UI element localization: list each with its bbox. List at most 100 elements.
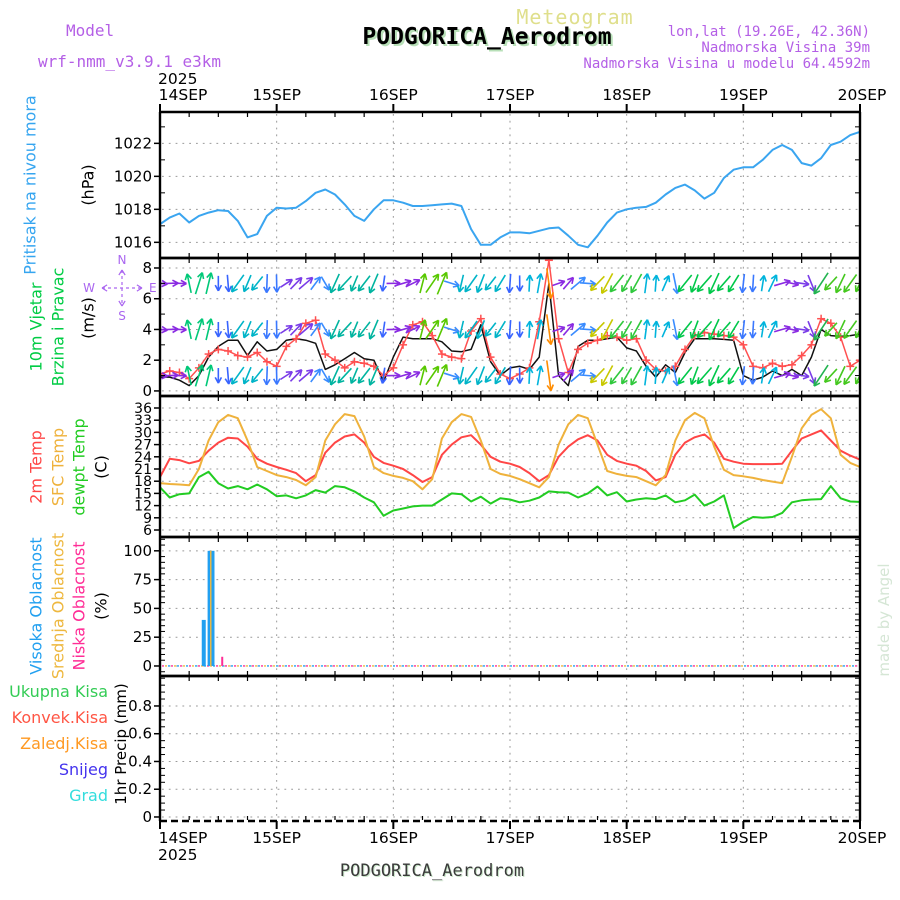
- wind-arrow-head: [763, 321, 767, 328]
- wind-arrow-head: [824, 333, 832, 337]
- wind-arrow-head: [813, 290, 821, 295]
- wind-arrow-head: [716, 330, 720, 338]
- wind-arrow-head: [379, 330, 384, 338]
- wind-arrow: [727, 320, 740, 339]
- wind-arrow-head: [792, 376, 799, 380]
- wind-arrow: [741, 366, 746, 386]
- wind-arrow: [590, 367, 605, 384]
- wind-arrow: [337, 275, 352, 292]
- wind-arrow-head: [792, 284, 799, 288]
- wind-arrow: [226, 274, 230, 292]
- model-version: wrf-nmm_v3.9.1 e3km: [38, 52, 222, 71]
- wind-arrow: [690, 366, 699, 385]
- wind-arrow: [425, 319, 440, 340]
- wind-arrow-head: [519, 377, 524, 384]
- wind-arrow-head: [630, 288, 638, 294]
- wind-arrow: [443, 326, 460, 333]
- wind-arrow: [741, 273, 746, 293]
- wind-arrow: [231, 274, 245, 293]
- wind-arrow-head: [228, 331, 233, 339]
- wind-arrow: [320, 322, 330, 337]
- wind-arrow: [785, 373, 799, 378]
- y-tick-label: 27: [134, 438, 152, 454]
- wind-arrow-head: [601, 289, 608, 295]
- wind-arrow: [813, 272, 829, 295]
- wind-arrow-head: [224, 285, 230, 293]
- y-tick-label: 0: [142, 382, 152, 400]
- wind-arrow-head: [540, 319, 544, 327]
- wind-arrow: [696, 320, 713, 339]
- cloud-bar-srednja: [210, 550, 213, 666]
- wind-arrow: [464, 320, 478, 339]
- wind-arrow: [536, 319, 542, 340]
- wind-arrow-head: [368, 286, 371, 294]
- wind-arrow-head: [295, 276, 302, 281]
- wind-arrow-head: [323, 286, 330, 291]
- wind-arrow-head: [214, 376, 220, 384]
- wind-arrow: [476, 320, 486, 339]
- wind-arrow-head: [424, 319, 428, 327]
- pressure-line-pritisak: [161, 131, 859, 249]
- wind-arrow: [528, 367, 531, 384]
- y-tick-label: 6: [143, 523, 152, 539]
- x-axis-label-bottom: 14SEP: [159, 829, 208, 847]
- wind-arrow-head: [242, 285, 245, 292]
- wind-arrow-head: [559, 280, 566, 287]
- wind-arrow-head: [250, 375, 254, 383]
- wind-arrow: [621, 366, 633, 385]
- wind-arrow-head: [515, 285, 521, 292]
- compass-w-label: W: [83, 281, 95, 295]
- wind-arrow: [330, 273, 340, 294]
- wind-arrow-head: [763, 367, 767, 375]
- wind-arrow-head: [783, 371, 791, 375]
- wind-arrow-head: [770, 274, 777, 280]
- wind-arrow-head: [652, 366, 658, 374]
- wind-arrow-head: [180, 328, 187, 334]
- wind-arrow-head: [210, 364, 214, 372]
- wind-arrow-head: [578, 368, 586, 372]
- wind-arrow-head: [476, 287, 483, 294]
- wind-arrow: [226, 320, 230, 339]
- wind-arrow: [458, 320, 465, 339]
- wind-arrow-head: [201, 272, 205, 280]
- wind-arrow-head: [566, 368, 574, 373]
- y-tick-label: 21: [134, 462, 152, 478]
- wind-arrow-head: [696, 377, 700, 384]
- wind-arrow: [654, 274, 658, 292]
- wind-arrow-head: [813, 333, 816, 341]
- wind-arrow-head: [250, 329, 254, 337]
- wind-arrow: [545, 314, 552, 345]
- wind-arrow-head: [529, 320, 534, 328]
- wind-arrow-head: [813, 379, 816, 387]
- wind-arrow-head: [689, 377, 693, 385]
- wind-arrow-head: [589, 283, 594, 291]
- wind-arrow-head: [803, 372, 810, 378]
- wind-arrow-head: [230, 331, 234, 339]
- wind-arrow: [630, 319, 643, 340]
- wind-arrow-head: [540, 365, 544, 373]
- wind-arrow-head: [505, 378, 511, 386]
- wind-arrow-head: [855, 288, 859, 293]
- wind-arrow: [476, 366, 486, 385]
- x-axis-label-top: 19SEP: [719, 86, 768, 104]
- wind-arrow-head: [708, 381, 716, 387]
- wind-arrow: [794, 281, 810, 286]
- wind-arrow-head: [186, 273, 192, 280]
- wind-arrow: [528, 321, 531, 338]
- wind-arrow-head: [668, 321, 671, 329]
- wind-arrow: [570, 276, 586, 291]
- wind-arrow-head: [843, 331, 846, 339]
- wind-arrow: [590, 321, 605, 338]
- compass-arrow-head: [136, 287, 143, 292]
- wind-arrow-head: [197, 364, 203, 370]
- wind-arrow-head: [835, 334, 842, 340]
- wind-arrow-head: [440, 271, 448, 278]
- wind-arrow-head: [803, 325, 810, 332]
- wind-arrow-head: [823, 329, 828, 337]
- wind-arrow-head: [464, 331, 467, 339]
- wind-arrow-head: [454, 372, 460, 379]
- wind-arrow-head: [792, 330, 799, 334]
- wind-arrow-head: [217, 376, 223, 384]
- y-tick-label: 0.6: [128, 725, 152, 743]
- wind-arrow: [767, 320, 778, 339]
